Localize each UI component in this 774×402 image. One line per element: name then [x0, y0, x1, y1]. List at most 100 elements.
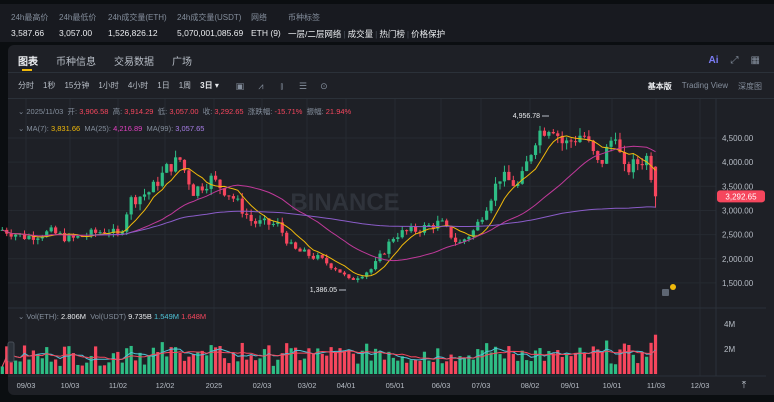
volume-bar: [369, 360, 373, 374]
calendar-icon[interactable]: ▣: [235, 80, 245, 91]
interval-1w[interactable]: 1周: [178, 81, 192, 90]
interval-4h[interactable]: 4小时: [127, 81, 149, 90]
candle-body: [213, 175, 218, 180]
volume-bar: [94, 346, 98, 374]
interval-1h[interactable]: 1小时: [98, 81, 119, 90]
interval-1s[interactable]: 1秒: [43, 81, 56, 90]
candle-body: [174, 157, 178, 172]
tab-trading-data[interactable]: 交易数据: [114, 57, 154, 68]
stat-network[interactable]: 网络 ETH (9): [251, 13, 281, 38]
candle-type-icon[interactable]: ⫾: [280, 80, 284, 91]
candle-body: [285, 232, 289, 244]
volume-bar: [578, 347, 582, 374]
candle-body: [27, 235, 31, 240]
candle-body: [436, 220, 440, 229]
interval-3d-dropdown[interactable]: 3日 ▾: [200, 81, 219, 90]
volume-bar: [480, 350, 484, 374]
volume-tick-label: 4M: [724, 320, 735, 329]
settings-list-icon[interactable]: ☰: [298, 80, 307, 91]
ai-icon[interactable]: Ai: [708, 55, 719, 66]
candle-body: [591, 140, 595, 152]
volume-bar: [22, 345, 27, 374]
volume-bar: [502, 358, 507, 374]
candle-body: [556, 133, 560, 136]
time-tick-label: 12/03: [691, 381, 710, 390]
volume-bar: [307, 348, 311, 374]
interval-timeline[interactable]: 分时: [18, 81, 34, 90]
candle-body: [218, 179, 222, 189]
volume-bar: [182, 360, 187, 374]
volume-bar: [262, 349, 267, 374]
volume-bar: [311, 353, 315, 374]
volume-bar: [40, 358, 44, 374]
view-tradingview[interactable]: Trading View: [681, 81, 728, 90]
volume-bar: [142, 364, 147, 374]
volume-bar: [80, 365, 84, 374]
candle-body: [200, 186, 204, 191]
tag-link[interactable]: 成交量: [347, 29, 374, 39]
candle-body: [94, 229, 98, 233]
tab-chart[interactable]: 图表: [18, 57, 38, 68]
stat-24h-vol-eth: 24h成交量(ETH) 1,526,826.12: [108, 13, 167, 38]
volume-bar: [276, 359, 280, 374]
volume-bar: [431, 361, 435, 374]
binance-watermark: BINANCE: [290, 189, 399, 216]
candle-body: [9, 233, 13, 237]
candle-body: [187, 170, 191, 185]
volume-bar: [453, 361, 458, 374]
volume-bar: [174, 347, 178, 374]
volume-bar: [391, 357, 395, 374]
volume-bar: [338, 348, 342, 374]
candle-body: [307, 249, 311, 256]
interval-15m[interactable]: 15分钟: [64, 81, 90, 90]
candle-body: [529, 155, 533, 162]
volume-bar: [587, 357, 591, 374]
volume-bar: [9, 353, 13, 374]
candle-body: [311, 255, 315, 259]
target-icon[interactable]: ⊙: [320, 80, 328, 91]
volume-bar: [209, 345, 213, 374]
volume-bar: [542, 360, 547, 374]
indicator-icon[interactable]: ⩘: [258, 80, 264, 91]
volume-bar: [98, 365, 102, 374]
volume-bar: [565, 353, 569, 374]
candle-body: [427, 225, 431, 227]
candle-body: [445, 220, 449, 226]
candle-body: [605, 146, 609, 164]
volume-bar: [378, 350, 382, 374]
volume-bar: [516, 360, 520, 374]
layout-grid-icon[interactable]: ▦: [750, 55, 760, 66]
tab-square[interactable]: 广场: [172, 57, 192, 68]
volume-bar: [14, 360, 18, 374]
price-tick-label: 2,000.00: [722, 255, 754, 264]
volume-bar: [556, 350, 560, 374]
volume-bar: [622, 343, 627, 374]
volume-bar: [285, 343, 289, 374]
tag-link[interactable]: 一层/二层网络: [288, 29, 342, 39]
candle-body: [289, 242, 293, 244]
candle-body: [547, 131, 551, 136]
volume-bar: [222, 358, 227, 374]
expand-icon[interactable]: ⤢: [730, 55, 739, 66]
volume-bar: [27, 359, 31, 374]
volume-bar: [36, 354, 40, 374]
candle-body: [458, 241, 462, 243]
candle-body: [622, 152, 627, 165]
interval-1d[interactable]: 1日: [157, 81, 170, 90]
volume-bar: [525, 360, 529, 374]
candle-body: [649, 155, 653, 180]
volume-bar: [0, 366, 4, 374]
view-basic[interactable]: 基本版: [647, 82, 672, 91]
market-stats-bar: 24h最高价 3,587.66 24h最低价 3,057.00 24h成交量(ETH…: [0, 4, 774, 42]
candle-body: [298, 248, 302, 252]
volume-bar: [293, 347, 298, 374]
tag-link[interactable]: 价格保护: [411, 29, 446, 39]
volume-bar: [493, 346, 498, 374]
volume-bar: [205, 355, 209, 374]
view-depth[interactable]: 深度图: [738, 82, 762, 91]
tag-link[interactable]: 热门榜: [379, 29, 405, 39]
tab-coin-info[interactable]: 币种信息: [56, 57, 96, 68]
candle-body: [471, 230, 475, 237]
volume-bar: [396, 360, 400, 374]
